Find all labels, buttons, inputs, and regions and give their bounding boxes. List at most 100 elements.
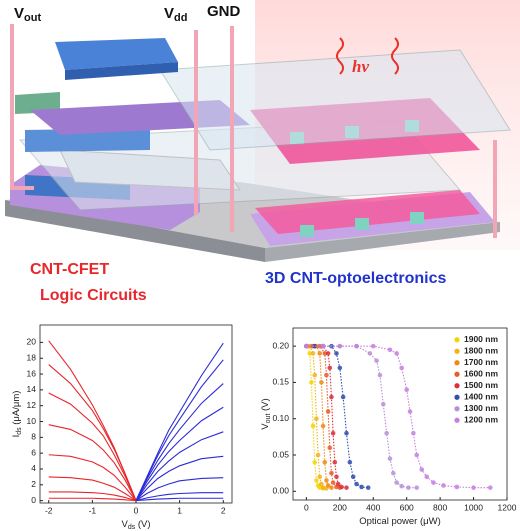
series-line [135, 497, 224, 502]
y-axis-label-main: V [260, 423, 271, 430]
data-point [347, 459, 353, 465]
data-point [431, 480, 436, 485]
plot-frame [292, 327, 508, 501]
series-line [48, 497, 137, 502]
data-point [314, 416, 319, 422]
data-point [329, 394, 334, 400]
x-tick-label: 0 [304, 502, 309, 512]
data-point [354, 481, 359, 487]
x-axis-label-main: Optical power (μW) [359, 516, 441, 527]
data-point [337, 365, 343, 371]
data-point [329, 470, 334, 476]
data-point [441, 483, 446, 488]
legend-label: 1500 nm [464, 380, 498, 390]
x-tick-label: 400 [366, 502, 380, 512]
x-tick-label: -2 [45, 505, 53, 515]
series-line [135, 477, 224, 502]
series-line [135, 342, 224, 501]
legend-marker [454, 337, 460, 343]
series-line [48, 424, 137, 501]
data-point [334, 351, 339, 356]
data-point [309, 380, 314, 385]
y-tick-label: 12 [27, 400, 37, 410]
legend-marker [454, 371, 460, 377]
legend-marker [454, 394, 460, 400]
vdd-label: Vdd [164, 5, 187, 24]
y-tick-label: 6 [31, 447, 36, 457]
data-point [394, 351, 399, 356]
x-tick-label: 1 [177, 505, 182, 515]
y-tick-label: 4 [31, 463, 36, 473]
data-point [320, 423, 326, 429]
data-point [344, 430, 349, 436]
data-point [404, 387, 409, 392]
data-point [337, 343, 343, 349]
legend-label: 1200 nm [464, 415, 498, 425]
data-point [330, 430, 336, 436]
data-point [424, 474, 430, 480]
x-tick-label: 800 [433, 502, 447, 512]
data-point [310, 351, 316, 356]
legend-label: 1600 nm [464, 369, 498, 379]
x-tick-label: -1 [89, 505, 97, 515]
legend-label: 1400 nm [464, 392, 498, 402]
data-point [399, 483, 404, 489]
legend-label: 1700 nm [464, 357, 498, 367]
data-point [315, 452, 321, 458]
data-point [399, 365, 404, 371]
legend-marker [454, 383, 460, 389]
y-axis-label-sub: out [265, 414, 272, 424]
x-axis-label: Optical power (μW) [359, 516, 441, 527]
y-tick-label: 0 [31, 495, 36, 505]
light-wave [391, 37, 399, 75]
y-tick-label: 14 [27, 384, 37, 394]
series-line [135, 383, 224, 501]
data-point [374, 358, 379, 363]
x-tick-label: 600 [400, 502, 414, 512]
data-point [317, 351, 323, 356]
legend-marker [454, 348, 460, 354]
plot-frame [39, 324, 233, 504]
series-line [306, 345, 332, 489]
y-axis-label: Vout (V) [260, 398, 272, 429]
series-line [306, 345, 491, 489]
legend-marker [454, 406, 460, 412]
data-point [334, 474, 339, 480]
x-axis-label-sub: ds [128, 524, 136, 531]
light-wave [336, 37, 344, 75]
light-label: hν [352, 57, 369, 76]
data-point [320, 343, 326, 349]
data-point [312, 372, 318, 378]
contact [300, 225, 314, 237]
series-line [48, 491, 137, 502]
data-point [454, 484, 460, 490]
data-point [350, 474, 356, 480]
series-line [135, 492, 224, 502]
series-line [48, 454, 137, 501]
x-tick-label: 0 [134, 505, 139, 515]
data-point [487, 485, 493, 490]
data-point [471, 485, 476, 490]
data-point [354, 343, 359, 349]
y-tick-label: 0.20 [272, 340, 289, 350]
left-caption: CNT-CFET [30, 261, 109, 278]
data-point [387, 456, 393, 461]
data-point [307, 351, 313, 356]
gnd-label: GND [207, 3, 241, 20]
y-tick-label: 2 [31, 479, 36, 489]
data-point [319, 380, 324, 385]
data-point [327, 445, 333, 451]
data-point [332, 459, 338, 465]
y-tick-label: 10 [27, 416, 37, 426]
cnt-network [255, 190, 480, 234]
contact [355, 218, 369, 230]
series-line [306, 345, 324, 489]
x-axis-label-unit: (V) [135, 519, 150, 530]
legend-marker [454, 417, 460, 423]
data-point [380, 401, 386, 407]
data-point [340, 394, 346, 400]
data-point [359, 484, 364, 490]
legend-label: 1300 nm [464, 403, 498, 413]
series-line [135, 359, 224, 501]
